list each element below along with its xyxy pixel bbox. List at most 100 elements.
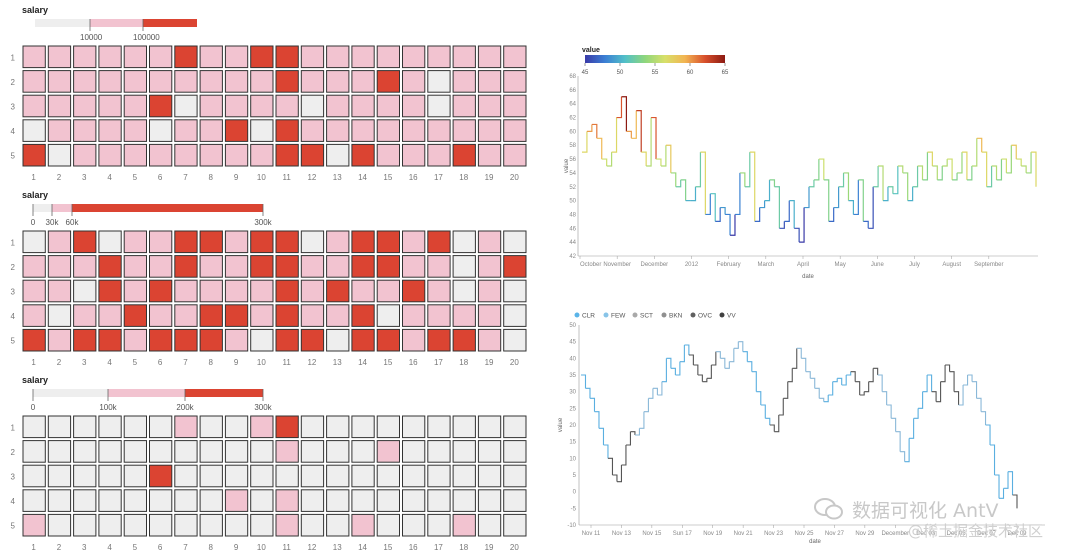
value-line-segment — [616, 96, 623, 119]
heatmap-cell — [47, 230, 72, 254]
colorscale-bar — [585, 55, 725, 63]
y-tick-label: 68 — [569, 74, 576, 80]
col-label: 15 — [383, 358, 392, 367]
col-label: 7 — [183, 358, 188, 367]
value-line-segment — [759, 200, 766, 209]
heatmap-cell — [174, 489, 198, 512]
value-line-segment — [582, 131, 588, 153]
heatmap-cell — [98, 119, 122, 142]
heatmap-cell — [275, 489, 299, 512]
heatmap-cell — [149, 230, 173, 254]
heatmap-cell — [503, 464, 527, 488]
value-line-segment — [679, 345, 685, 363]
value-line-segment — [652, 387, 658, 395]
value-line-segment — [688, 354, 694, 365]
heatmap-cell — [351, 440, 375, 463]
heatmap-cell — [427, 328, 451, 352]
heatmap-cell — [250, 489, 274, 512]
heatmap-cell — [326, 119, 350, 142]
value-line-segment — [837, 377, 843, 385]
col-label: 8 — [209, 358, 214, 367]
heatmap-cell — [326, 255, 350, 278]
col-label: 20 — [510, 358, 519, 367]
value-line-segment — [877, 374, 883, 392]
heatmap-cell — [98, 255, 122, 278]
value-line-segment — [900, 451, 906, 462]
heatmap-cell — [402, 279, 426, 303]
heatmap-cell — [351, 415, 375, 439]
heatmap-cell — [199, 119, 223, 142]
value-line-segment — [855, 381, 861, 395]
value-line-segment — [912, 166, 919, 188]
value-line-segment — [586, 124, 593, 132]
heatmap-cell — [402, 304, 426, 327]
heatmap-cell — [73, 255, 97, 278]
heatmap-cell — [275, 94, 299, 118]
value-line-segment — [902, 172, 909, 201]
heatmap-cell — [98, 230, 122, 254]
heatmap-cell — [300, 304, 325, 327]
value-line-segment — [918, 391, 924, 409]
value-line-segment — [606, 152, 613, 167]
x-tick-label: May — [834, 262, 845, 268]
col-label: 18 — [459, 543, 468, 552]
heatmap-cell — [123, 119, 147, 142]
heatmap-cell — [376, 328, 401, 352]
heatmap-cell — [402, 230, 426, 254]
heatmap-cell — [351, 230, 375, 254]
heatmap-cell — [477, 464, 502, 488]
heatmap-cell — [174, 143, 198, 167]
col-label: 12 — [307, 543, 316, 552]
x-tick-label: February — [717, 262, 741, 268]
heatmap-cell — [149, 415, 173, 439]
heatmap-cell — [22, 279, 46, 303]
col-label: 15 — [383, 543, 392, 552]
value-line-segment — [715, 351, 721, 359]
heatmap-cell — [275, 328, 299, 352]
legend-label: 60k — [66, 218, 80, 227]
heatmap-cell — [300, 464, 325, 488]
value-line-segment — [947, 158, 953, 180]
col-label: 9 — [234, 358, 239, 367]
heatmap-cell — [123, 415, 147, 439]
heatmap-cell — [199, 328, 223, 352]
legend-label: BKN — [669, 313, 683, 320]
value-line-segment — [990, 444, 996, 475]
x-tick-label: Dec 09 — [1007, 531, 1027, 537]
heatmap-cell — [503, 328, 527, 352]
value-line-segment — [734, 172, 741, 216]
heatmap-cell — [427, 304, 451, 327]
heatmap-cell — [275, 45, 299, 69]
heatmap-cell — [22, 513, 46, 537]
heatmap-cell — [427, 119, 451, 142]
col-label: 8 — [209, 543, 214, 552]
heatmap-cell — [376, 304, 401, 327]
y-axis-title: value — [564, 158, 570, 173]
heatmap-cell — [224, 45, 249, 69]
y-tick-label: 52 — [569, 185, 576, 191]
row-label: 3 — [11, 103, 16, 112]
legend-segment — [90, 19, 143, 27]
col-label: 2 — [57, 543, 62, 552]
heatmap-cell — [250, 415, 274, 439]
value-line-segment — [958, 385, 964, 406]
colorscale-label: 55 — [652, 70, 659, 76]
value-line-segment — [792, 348, 798, 369]
heatmap-cell — [73, 119, 97, 142]
heatmap-cell — [250, 304, 274, 327]
value-line-segment — [843, 172, 850, 201]
heatmap-cell — [300, 440, 325, 463]
value-line-segment — [596, 137, 603, 160]
value-line-segment — [994, 474, 1000, 499]
value-line-segment — [972, 381, 978, 399]
value-line-segment — [986, 166, 993, 188]
value-line-segment — [765, 417, 771, 425]
value-line-segment — [832, 378, 838, 383]
row-label: 3 — [11, 473, 16, 482]
heatmap-cell — [503, 230, 527, 254]
row-label: 4 — [11, 312, 16, 321]
heatmap-cell — [477, 255, 502, 278]
heatmap-cell — [503, 279, 527, 303]
x-tick-label: June — [871, 262, 885, 268]
heatmap-cell — [250, 440, 274, 463]
